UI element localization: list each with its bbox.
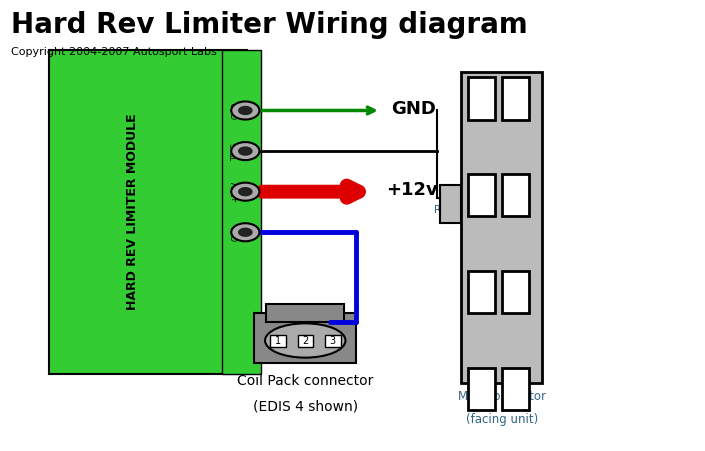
Bar <box>325 335 341 347</box>
Bar <box>461 72 542 383</box>
Text: MJLJ Connector: MJLJ Connector <box>458 390 546 403</box>
Bar <box>440 185 461 223</box>
Text: (facing unit): (facing unit) <box>466 413 538 426</box>
Circle shape <box>238 187 252 196</box>
Bar <box>502 174 529 216</box>
Text: HARD REV LIMITER MODULE: HARD REV LIMITER MODULE <box>125 114 139 310</box>
Bar <box>270 335 286 347</box>
Bar <box>468 77 495 120</box>
Bar <box>468 368 495 410</box>
Bar <box>468 174 495 216</box>
Circle shape <box>231 183 259 201</box>
Text: GND: GND <box>231 102 240 119</box>
Circle shape <box>238 228 252 237</box>
Text: COIL: COIL <box>231 223 240 241</box>
Bar <box>254 313 356 363</box>
Text: 1: 1 <box>275 336 281 346</box>
Text: Coil Pack connector: Coil Pack connector <box>237 374 374 388</box>
Circle shape <box>238 147 252 156</box>
Bar <box>298 335 313 347</box>
Circle shape <box>231 223 259 241</box>
Text: Copyright 2004-2007 Autosport Labs: Copyright 2004-2007 Autosport Labs <box>11 47 216 57</box>
Circle shape <box>231 101 259 120</box>
Text: TRIG: TRIG <box>231 142 240 160</box>
Bar <box>222 50 261 374</box>
Text: GND: GND <box>391 100 436 118</box>
Bar <box>502 271 529 313</box>
Text: (EDIS 4 shown): (EDIS 4 shown) <box>252 399 358 413</box>
Text: REV_LIM: REV_LIM <box>434 204 477 215</box>
Circle shape <box>238 106 252 115</box>
Ellipse shape <box>265 323 345 358</box>
Text: Hard Rev Limiter Wiring diagram: Hard Rev Limiter Wiring diagram <box>11 11 527 39</box>
Circle shape <box>231 142 259 160</box>
Bar <box>266 304 344 322</box>
Bar <box>502 77 529 120</box>
Bar <box>502 368 529 410</box>
Bar <box>468 271 495 313</box>
Text: 3: 3 <box>330 336 336 346</box>
Text: +12V: +12V <box>231 181 240 202</box>
Text: 2: 2 <box>302 336 308 346</box>
Bar <box>49 50 247 374</box>
Text: +12v: +12v <box>386 181 438 199</box>
